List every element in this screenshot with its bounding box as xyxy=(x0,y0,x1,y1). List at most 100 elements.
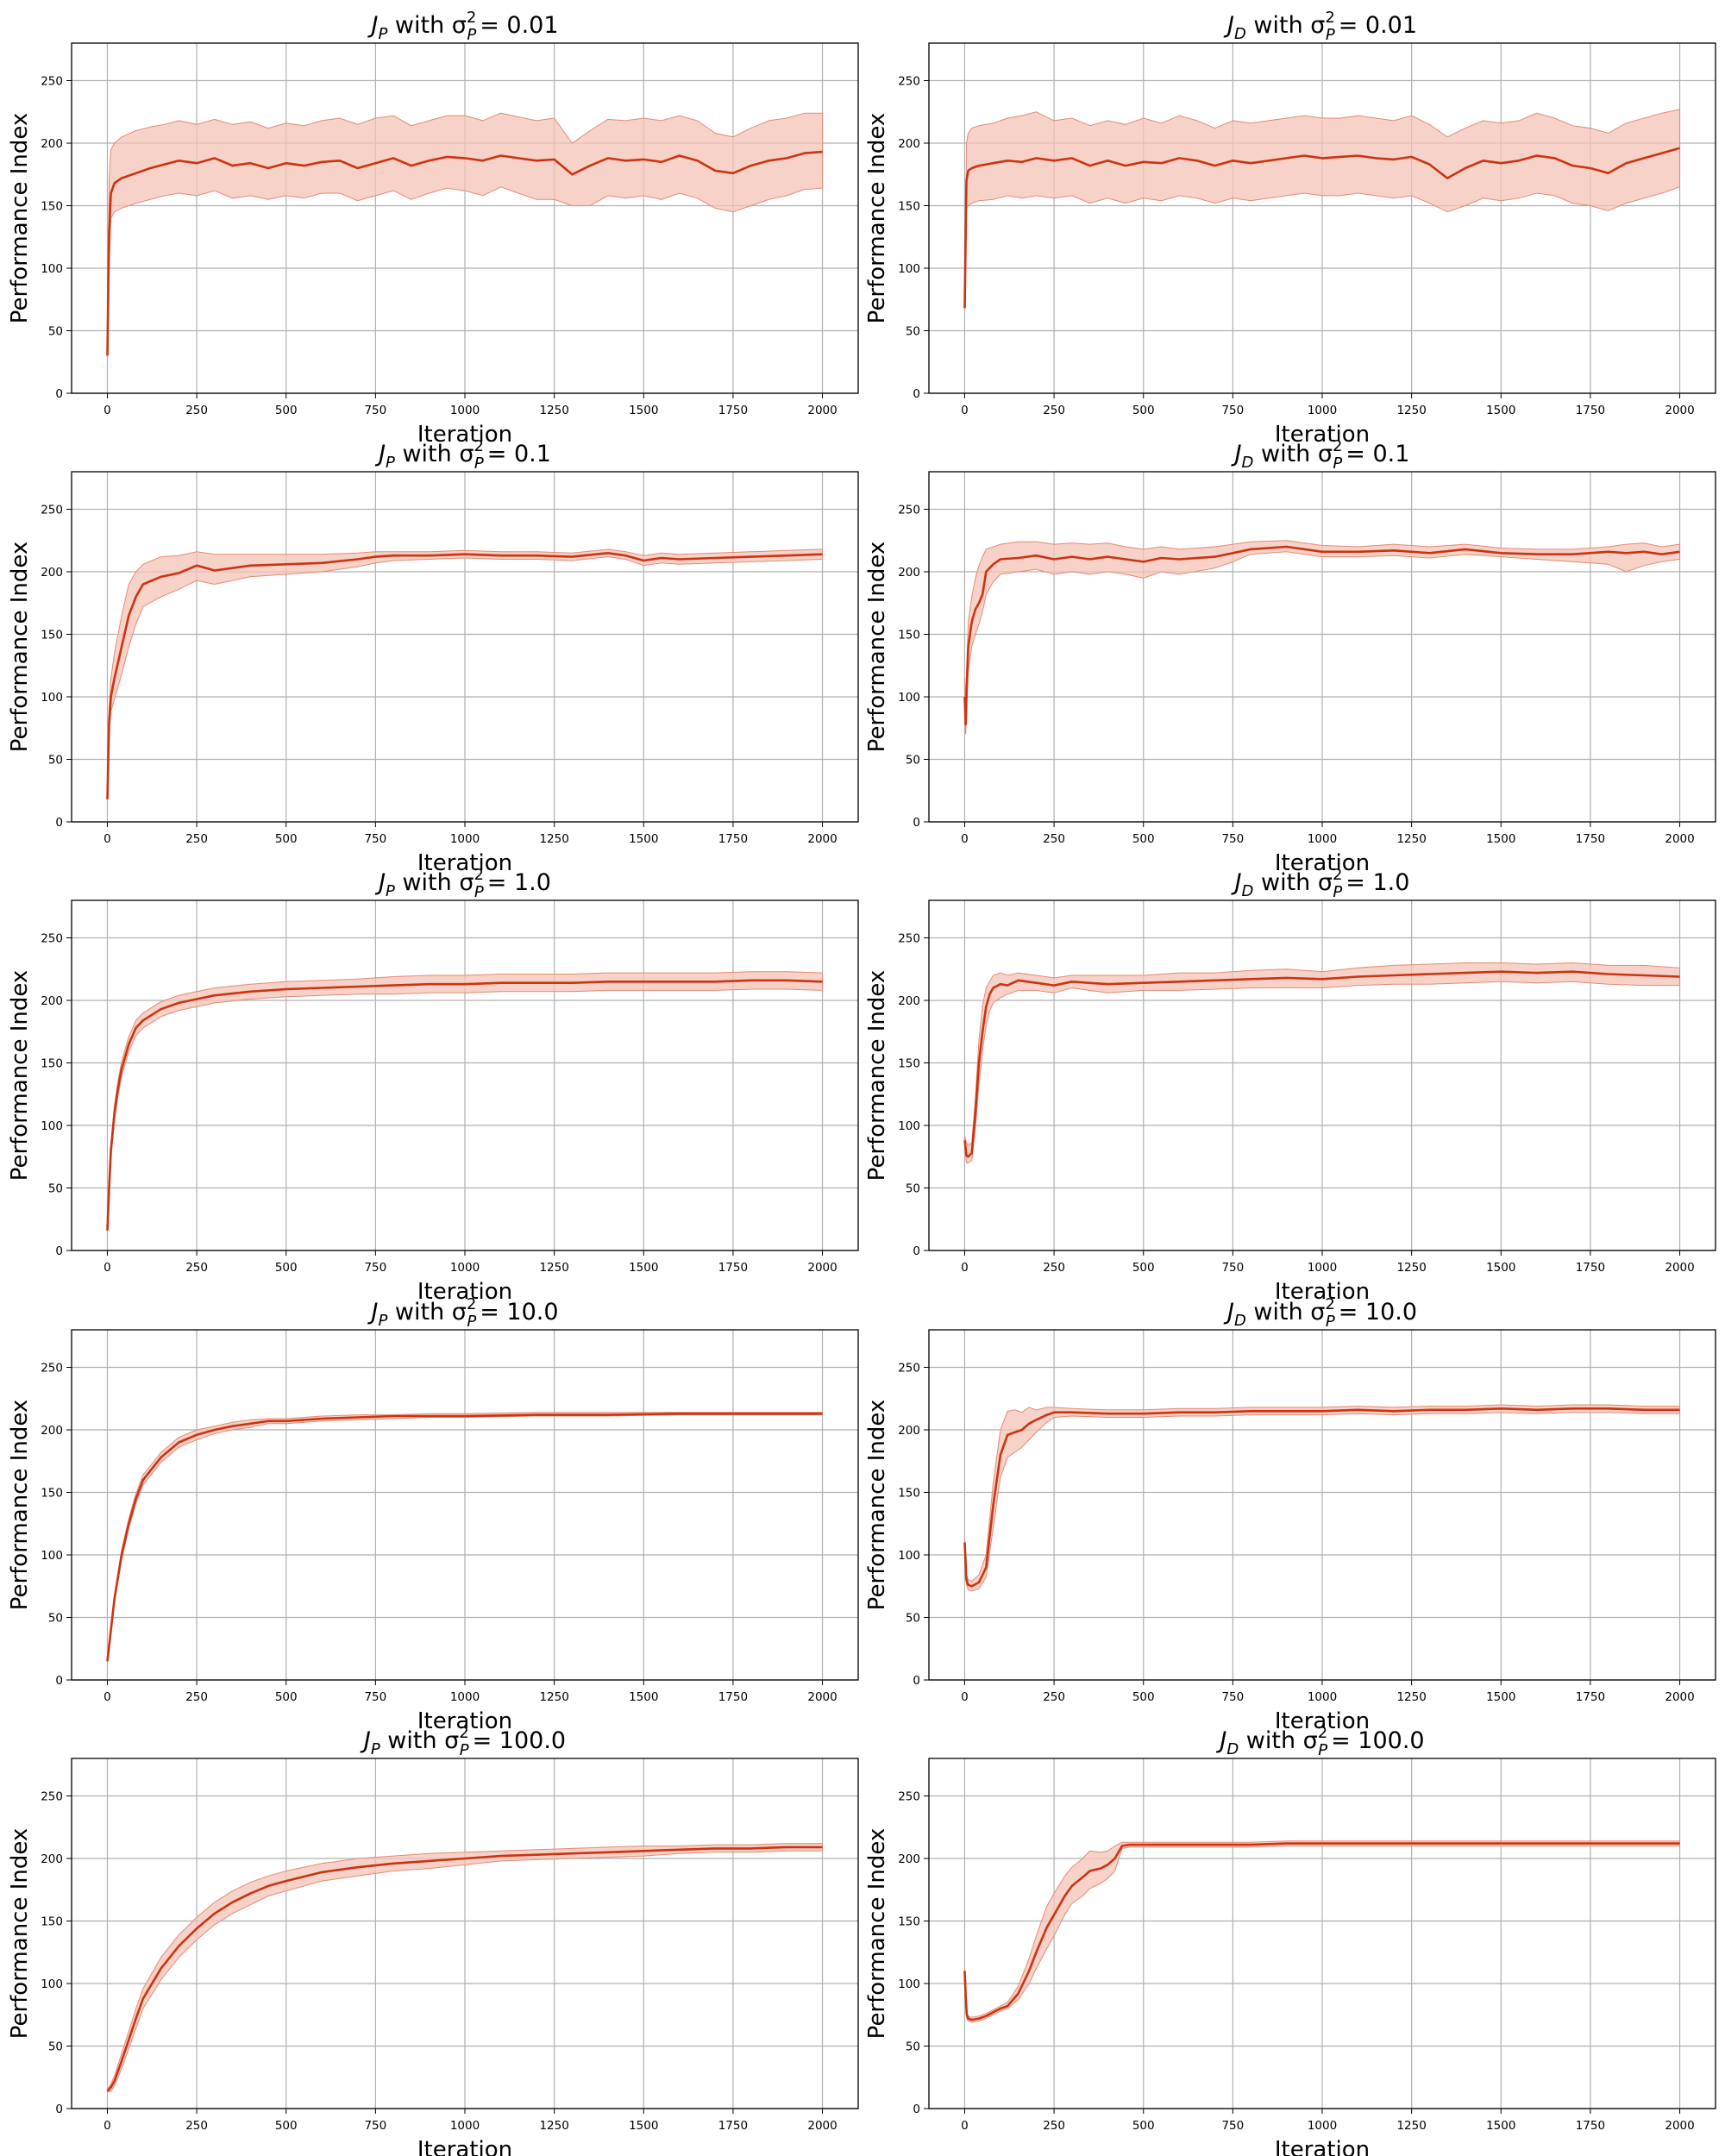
x-tick-label: 750 xyxy=(1221,832,1244,846)
title-part: P xyxy=(474,454,484,473)
title-part: 2 xyxy=(1325,9,1334,27)
x-axis-label: Iteration xyxy=(1275,422,1370,448)
series-line-mean xyxy=(963,1842,1680,2021)
y-tick-label: 100 xyxy=(898,1977,920,1991)
x-tick-label: 1250 xyxy=(1396,832,1426,846)
x-tick-label: 250 xyxy=(1043,1261,1065,1275)
title-part: 2 xyxy=(474,866,483,884)
y-tick-label: 0 xyxy=(913,816,920,830)
title-part: P xyxy=(467,1313,476,1331)
title-part: with σ xyxy=(387,12,467,39)
y-tick-label: 100 xyxy=(41,1977,63,1991)
x-tick-label: 1250 xyxy=(539,404,568,417)
title-part: P xyxy=(474,883,484,901)
y-tick-label: 100 xyxy=(41,691,63,705)
x-tick-label: 2000 xyxy=(807,1261,837,1275)
title-part: P xyxy=(1318,1741,1327,1759)
title-part: J xyxy=(1223,1299,1234,1326)
x-tick-label: 1750 xyxy=(718,1261,748,1275)
y-axis-label: Performance Index xyxy=(864,542,890,753)
x-tick-label: 500 xyxy=(275,832,298,846)
x-tick-label: 0 xyxy=(104,404,111,417)
title-part: = 0.01 xyxy=(1339,12,1417,39)
title-part: J xyxy=(1231,441,1242,467)
title-part: P xyxy=(378,25,387,43)
x-tick-label: 1500 xyxy=(1486,1261,1515,1275)
subplot-title: JP with σ2 P = 0.01 xyxy=(367,9,558,44)
x-tick-label: 1500 xyxy=(1486,832,1515,846)
title-part: J xyxy=(374,869,386,896)
title-part: = 0.01 xyxy=(480,12,558,39)
x-tick-label: 0 xyxy=(961,832,969,846)
y-tick-label: 0 xyxy=(55,816,63,830)
subplot-3: 0 250 500 750 1000 1250 1500 1750 2000 0 50 100 150 2… xyxy=(7,437,859,876)
subplot-title: JP with σ2 P = 10.0 xyxy=(367,1295,558,1331)
x-tick-label: 1000 xyxy=(450,832,480,846)
title-part: D xyxy=(1242,454,1254,472)
x-tick-label: 500 xyxy=(1132,404,1155,417)
y-tick-label: 0 xyxy=(913,2103,920,2116)
title-part: = 0.1 xyxy=(487,441,551,467)
axes-frame xyxy=(71,1329,859,1681)
x-tick-label: 0 xyxy=(961,1690,969,1704)
x-tick-label: 0 xyxy=(104,1261,111,1275)
x-tick-label: 750 xyxy=(1221,1690,1244,1704)
series-line-mean xyxy=(963,545,1680,726)
y-tick-label: 150 xyxy=(41,629,63,642)
title-part: with σ xyxy=(387,1299,467,1326)
x-tick-label: 1250 xyxy=(1396,1690,1426,1704)
x-tick-label: 1750 xyxy=(1576,2119,1605,2133)
axes-frame xyxy=(71,899,859,1251)
x-tick-label: 0 xyxy=(104,832,111,846)
x-tick-label: 500 xyxy=(275,2119,298,2133)
y-tick-label: 150 xyxy=(898,1057,920,1071)
x-tick-label: 1750 xyxy=(1576,1261,1605,1275)
confidence-band xyxy=(964,1404,1680,1592)
axes-frame xyxy=(928,899,1716,1251)
title-part: 2 xyxy=(1333,437,1342,455)
x-tick-label: 1500 xyxy=(629,1690,658,1704)
title-part: P xyxy=(467,26,476,44)
y-tick-label: 0 xyxy=(55,387,63,401)
x-tick-label: 1750 xyxy=(718,1690,748,1704)
x-tick-label: 750 xyxy=(1221,404,1244,417)
title-part: 2 xyxy=(467,1295,476,1313)
title-part: P xyxy=(1326,26,1335,44)
axes-frame xyxy=(71,42,859,394)
y-tick-label: 100 xyxy=(41,1549,63,1563)
x-tick-label: 2000 xyxy=(807,832,837,846)
x-tick-label: 1750 xyxy=(1576,404,1605,417)
x-tick-label: 250 xyxy=(1043,404,1065,417)
y-tick-label: 150 xyxy=(41,200,63,214)
x-tick-label: 500 xyxy=(275,1690,298,1704)
y-tick-label: 50 xyxy=(906,1612,920,1626)
x-tick-label: 1000 xyxy=(1308,1690,1337,1704)
axes-frame xyxy=(928,1329,1716,1681)
x-tick-label: 1000 xyxy=(1308,2119,1337,2133)
x-tick-label: 250 xyxy=(1043,832,1065,846)
y-tick-label: 250 xyxy=(41,1362,63,1376)
x-axis-label: Iteration xyxy=(1275,2137,1370,2156)
y-tick-label: 50 xyxy=(906,1182,920,1196)
subplot-7: 0 250 500 750 1000 1250 1500 1750 2000 0 50 100 150 2… xyxy=(7,1295,859,1734)
x-tick-label: 250 xyxy=(1043,1690,1065,1704)
x-tick-label: 2000 xyxy=(807,2119,837,2133)
y-tick-label: 150 xyxy=(41,1487,63,1501)
x-tick-label: 1000 xyxy=(1308,1261,1337,1275)
x-tick-label: 1750 xyxy=(718,404,748,417)
x-tick-label: 2000 xyxy=(1665,1261,1694,1275)
title-part: 2 xyxy=(1325,1295,1334,1313)
series-line-mean xyxy=(106,150,823,356)
title-part: 2 xyxy=(1333,866,1342,884)
y-tick-label: 50 xyxy=(906,754,920,768)
y-tick-label: 100 xyxy=(898,1549,920,1563)
y-tick-label: 0 xyxy=(913,387,920,401)
title-part: J xyxy=(1215,1727,1226,1754)
title-part: with σ xyxy=(1246,1299,1326,1326)
x-tick-label: 500 xyxy=(1132,1690,1155,1704)
subplot-title: JD with σ2 P = 100.0 xyxy=(1215,1724,1424,1759)
x-tick-label: 1000 xyxy=(450,404,480,417)
series-line-mean xyxy=(106,1412,823,1662)
confidence-band xyxy=(964,540,1680,735)
